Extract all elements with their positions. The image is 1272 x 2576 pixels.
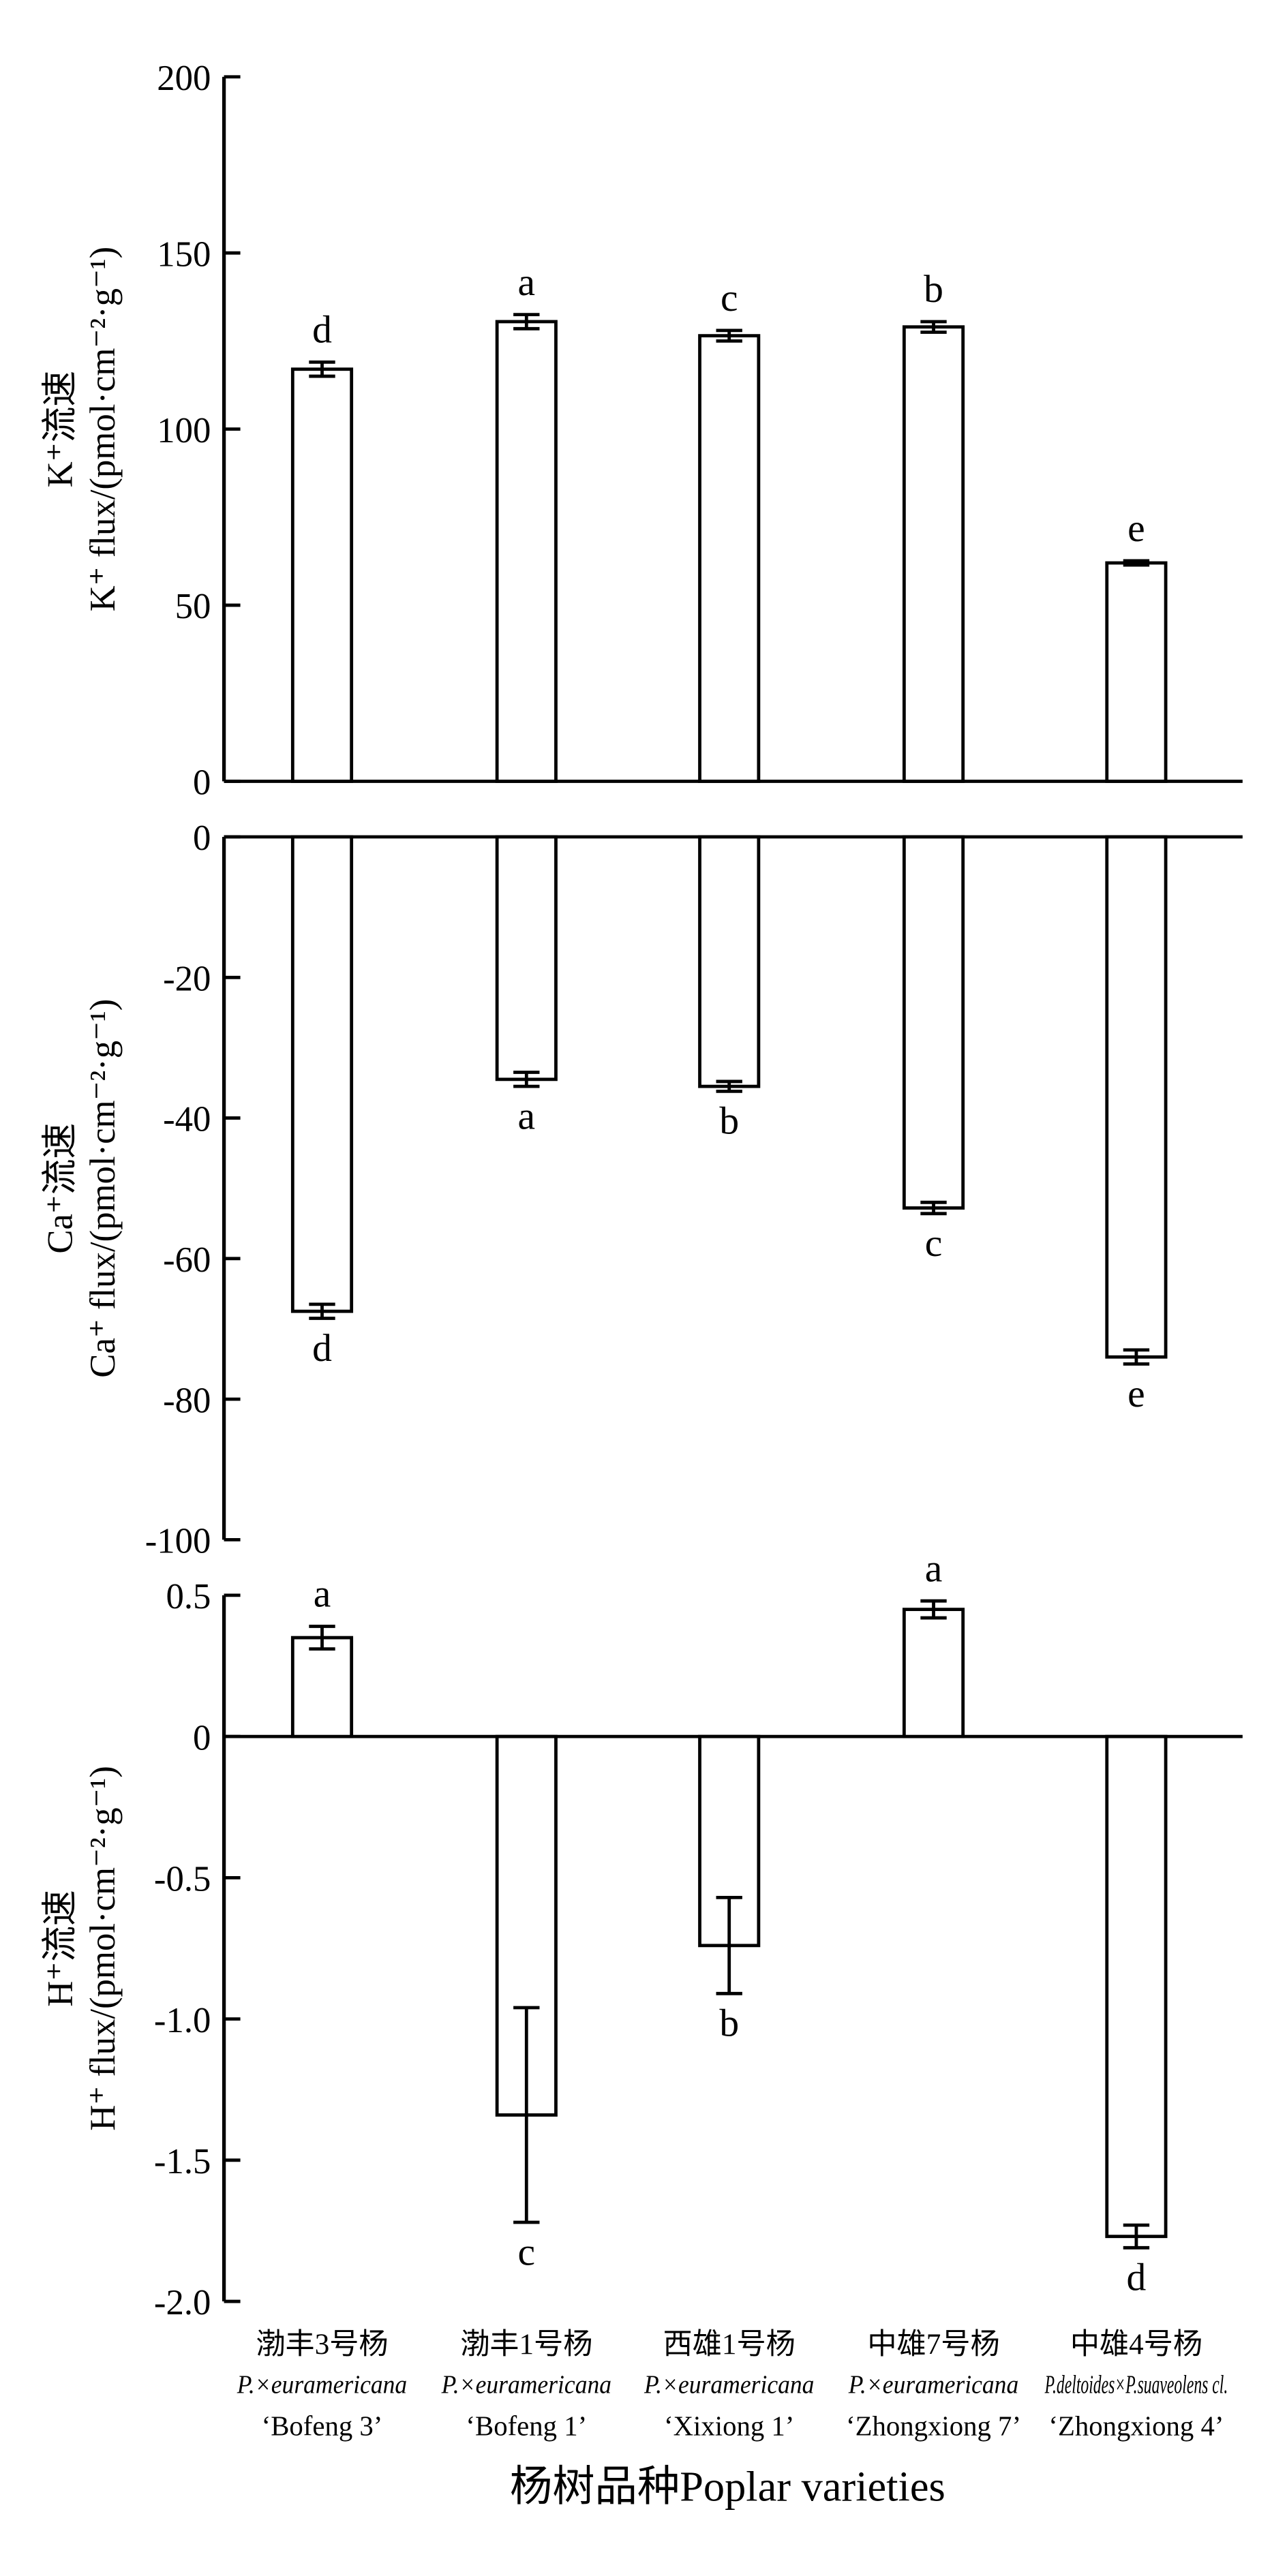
category-cultivar: ‘Bofeng 3’ bbox=[262, 2411, 383, 2442]
y-tick-label: 0 bbox=[193, 818, 211, 858]
significance-letter: a bbox=[518, 261, 536, 304]
significance-letter: d bbox=[312, 1327, 332, 1370]
significance-letter: a bbox=[925, 1547, 943, 1590]
y-axis-label-cn: Ca⁺流速 bbox=[41, 1123, 80, 1254]
y-axis-label: K⁺ flux/(pmol·cm⁻²·g⁻¹) bbox=[83, 247, 123, 612]
category-label: 渤丰1号杨 P.×euramericana ‘Bofeng 1’ bbox=[441, 2329, 611, 2442]
panel-2: 0 -20 -40 -60 -80 -100 Ca⁺流速 Ca⁺ flux/(pmol·cm⁻… bbox=[41, 818, 1243, 1561]
y-tick-label: -1.0 bbox=[154, 2001, 211, 2040]
category-latin: P.×euramericana bbox=[237, 2370, 407, 2399]
y-tick-label: 150 bbox=[157, 234, 211, 274]
bar bbox=[290, 367, 354, 783]
y-tick-label: -1.5 bbox=[154, 2142, 211, 2181]
significance-letter: d bbox=[312, 309, 332, 352]
category-latin: P.×euramericana bbox=[441, 2370, 611, 2399]
category-cn: 中雄4号杨 bbox=[1070, 2329, 1202, 2361]
bar bbox=[1105, 1734, 1168, 2239]
significance-letter: a bbox=[518, 1095, 536, 1138]
y-tick-label: -20 bbox=[163, 959, 211, 998]
y-tick-label: 200 bbox=[157, 59, 211, 98]
y-tick-label: -0.5 bbox=[154, 1860, 211, 1899]
y-tick-label: -40 bbox=[163, 1100, 211, 1139]
bar bbox=[495, 835, 558, 1082]
bar bbox=[698, 334, 761, 783]
significance-letter: d bbox=[1127, 2256, 1147, 2299]
category-label: 西雄1号杨 P.×euramericana ‘Xixiong 1’ bbox=[643, 2329, 814, 2442]
significance-letter: b bbox=[924, 268, 943, 311]
y-tick-label: -60 bbox=[163, 1240, 211, 1280]
significance-letter: b bbox=[719, 2002, 739, 2045]
category-label: 中雄4号杨 P.deltoides×P.suaveolens cl. ‘Zhongx… bbox=[1044, 2329, 1228, 2442]
bar bbox=[290, 835, 354, 1313]
category-label: 渤丰3号杨 P.×euramericana ‘Bofeng 3’ bbox=[237, 2329, 407, 2442]
significance-letter: c bbox=[721, 277, 738, 320]
bar bbox=[902, 325, 965, 783]
significance-letter: b bbox=[719, 1100, 739, 1143]
panel-3: 0.5 0 -0.5 -1.0 -1.5 -2.0 H⁺流速 H⁺ flux/(pmol·cm… bbox=[41, 1547, 1243, 2322]
category-cn: 西雄1号杨 bbox=[663, 2329, 796, 2361]
significance-letter: a bbox=[314, 1573, 331, 1616]
bar bbox=[1105, 835, 1168, 1359]
category-latin: P.×euramericana bbox=[848, 2370, 1018, 2399]
category-latin: P.deltoides×P.suaveolens cl. bbox=[1044, 2370, 1228, 2399]
category-cn: 渤丰3号杨 bbox=[256, 2329, 388, 2361]
category-cn: 渤丰1号杨 bbox=[460, 2329, 592, 2361]
bar bbox=[1105, 561, 1168, 783]
x-axis-label: 杨树品种Poplar varieties bbox=[510, 2464, 945, 2511]
significance-letter: c bbox=[518, 2230, 536, 2273]
y-tick-label: 100 bbox=[157, 411, 211, 450]
panel-1: 0 50 100 150 200 K⁺流速 K⁺ flux/(pmol·cm⁻²·g⁻¹) d… bbox=[41, 59, 1243, 803]
y-tick-label: -2.0 bbox=[154, 2283, 211, 2322]
y-tick-label: -100 bbox=[145, 1522, 211, 1561]
category-cultivar: ‘Zhongxiong 4’ bbox=[1048, 2411, 1224, 2442]
y-axis-label: H⁺ flux/(pmol·cm⁻²·g⁻¹) bbox=[83, 1766, 123, 2131]
category-cultivar: ‘Zhongxiong 7’ bbox=[846, 2411, 1021, 2442]
y-axis-label: Ca⁺ flux/(pmol·cm⁻²·g⁻¹) bbox=[83, 999, 123, 1378]
bar bbox=[495, 320, 558, 783]
significance-letter: c bbox=[925, 1222, 943, 1265]
category-label: 中雄7号杨 P.×euramericana ‘Zhongxiong 7’ bbox=[846, 2329, 1021, 2442]
y-tick-label: -80 bbox=[163, 1381, 211, 1420]
y-tick-label: 0 bbox=[193, 1718, 211, 1758]
y-tick-label: 0.5 bbox=[166, 1577, 211, 1616]
category-cultivar: ‘Bofeng 1’ bbox=[466, 2411, 587, 2442]
significance-letter: e bbox=[1127, 507, 1145, 550]
y-tick-label: 0 bbox=[193, 763, 211, 803]
category-cultivar: ‘Xixiong 1’ bbox=[664, 2411, 794, 2442]
bar bbox=[902, 1608, 965, 1738]
category-latin: P.×euramericana bbox=[643, 2370, 814, 2399]
category-cn: 中雄7号杨 bbox=[867, 2329, 999, 2361]
bar bbox=[698, 835, 761, 1088]
bar bbox=[902, 835, 965, 1210]
significance-letter: e bbox=[1127, 1373, 1145, 1415]
y-axis-label-cn: H⁺流速 bbox=[41, 1890, 80, 2006]
bar bbox=[290, 1636, 354, 1738]
y-tick-label: 50 bbox=[175, 587, 211, 626]
y-axis-label-cn: K⁺流速 bbox=[41, 371, 80, 487]
